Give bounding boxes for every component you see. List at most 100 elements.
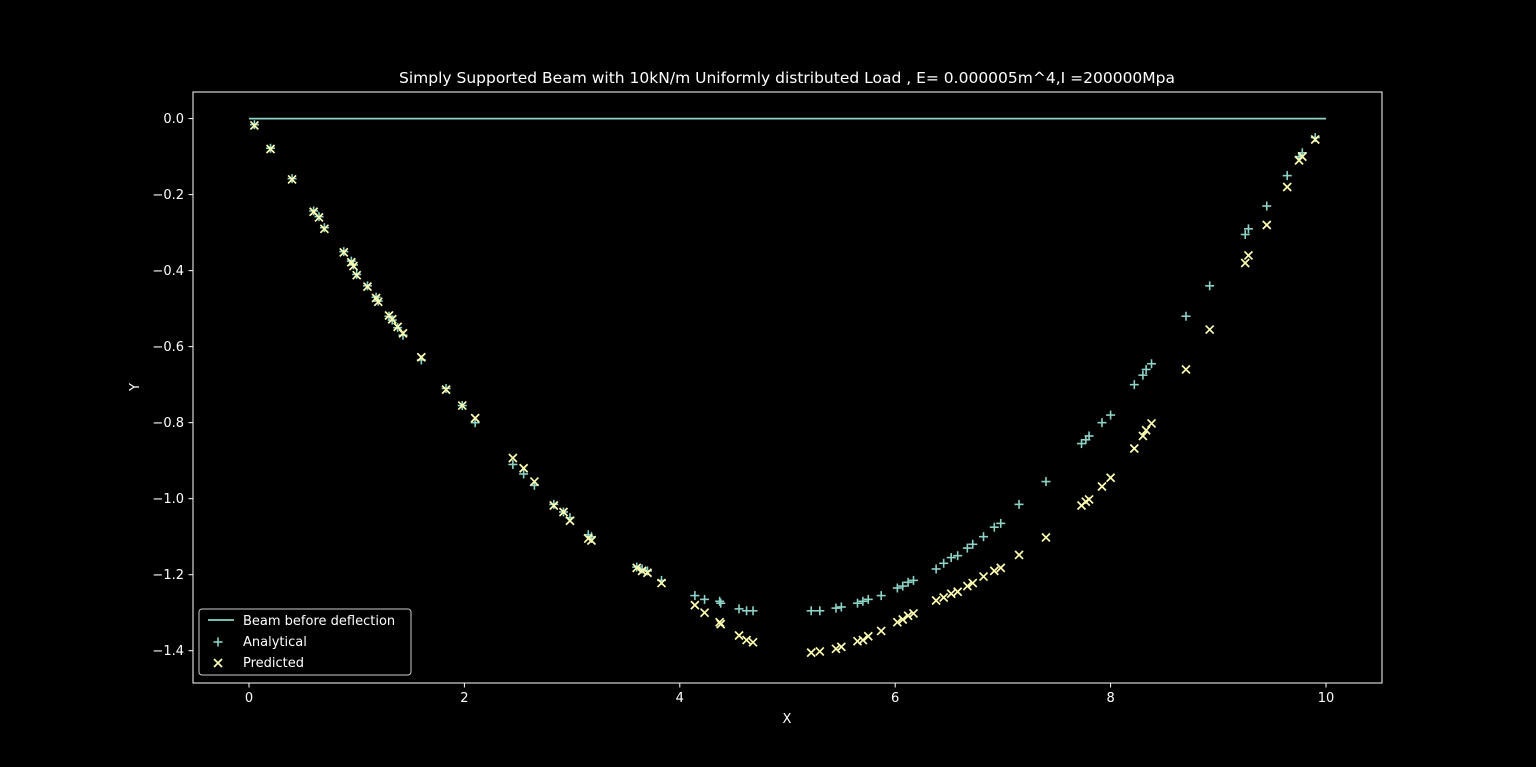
predicted-point-b [265,144,276,154]
predicted-point-b [1105,473,1116,483]
predicted-point [1097,481,1107,492]
analytical-point [876,591,886,601]
analytical-point [1077,439,1087,449]
analytical-point [903,577,913,587]
predicted-point-b [1243,250,1254,261]
predicted-point-b [815,646,825,657]
analytical-point [1097,418,1107,428]
predicted-point-b [876,626,886,636]
predicted-point [529,476,540,487]
x-tick-label: 10 [1318,691,1335,706]
predicted-point-b [858,635,868,645]
analytical-point [508,459,518,469]
analytical-point [931,564,941,574]
legend: Beam before deflection Analytical Predic… [198,608,412,676]
predicted-point-b [393,322,403,332]
predicted-point [748,637,758,647]
predicted-point [1014,550,1024,560]
predicted-point-b [416,352,426,362]
predicted-point-b [898,614,908,625]
predicted-point [1310,134,1320,145]
predicted-point-b [1129,443,1139,454]
x-axis-label: X [783,712,792,727]
predicted-point [441,384,451,395]
predicted-point-b [1282,182,1292,192]
predicted-point-b [642,568,653,578]
analytical-point [989,522,999,532]
predicted-point [632,563,642,573]
predicted-point-b [583,533,593,544]
predicted-point-b [1138,431,1148,441]
analytical-point [853,598,863,608]
y-tick-label: −0.8 [152,416,184,431]
analytical-point [815,606,825,616]
predicted-point-b [903,611,913,621]
predicted-point-b [931,595,941,606]
predicted-point-b [319,224,329,234]
predicted-point-b [734,630,744,641]
predicted-point [519,463,529,473]
predicted-point-b [314,212,324,223]
predicted-point-b [962,581,972,591]
y-tick-label: −0.2 [152,188,184,203]
predicted-point [339,247,349,257]
legend-x-shape-b [213,658,223,668]
predicted-point [1129,443,1139,454]
predicted-point-b [978,571,989,582]
predicted-point [716,619,726,629]
predicted-point [1282,182,1292,192]
predicted-point-b [946,589,956,599]
predicted-point-b [1141,425,1151,435]
predicted-point [946,589,956,599]
analytical-point [996,518,1006,528]
predicted-point [734,630,744,641]
analytical-point [892,583,902,593]
predicted-point [831,644,841,654]
legend-predicted-x-marker [213,658,223,668]
predicted-point [898,614,908,625]
x-tick-label: 0 [245,691,253,706]
analytical-point [962,543,972,553]
analytical-point [979,532,989,542]
predicted-point-b [1297,152,1307,162]
predicted-point [1146,418,1157,429]
analytical-point [1014,499,1024,509]
predicted-point [1243,250,1254,261]
plot-frame [192,91,1383,684]
analytical-point [858,596,868,606]
predicted-point [968,578,978,588]
analytical-point [1129,380,1139,390]
predicted-point-b [863,631,873,641]
predicted-point [1105,473,1116,483]
predicted-point [892,617,902,627]
predicted-point [953,587,963,597]
predicted-point-b [716,619,726,629]
analytical-point [470,418,480,428]
predicted-point-b [836,642,846,652]
predicted-point [265,144,276,154]
y-axis-label: Y [128,383,143,392]
predicted-point [863,631,873,641]
analytical-point [748,606,758,616]
x-tick-label: 6 [891,691,899,706]
predicted-point-b [953,587,963,597]
predicted-point [858,635,868,645]
predicted-point [903,611,913,621]
predicted-point [470,413,480,423]
predicted-point [931,595,941,606]
predicted-point-b [249,120,259,131]
analytical-point [1205,281,1215,291]
legend-plus-shape [213,637,223,647]
predicted-point [1297,152,1307,162]
predicted-point [362,281,373,292]
x-tick-label: 8 [1106,691,1114,706]
predicted-point-b [441,384,451,395]
y-tick-label: −0.4 [152,264,184,279]
predicted-point [939,592,949,603]
predicted-point [996,563,1006,573]
predicted-point-b [1146,418,1157,429]
predicted-point [387,314,397,324]
predicted-point [565,516,575,526]
predicted-point [741,635,752,645]
